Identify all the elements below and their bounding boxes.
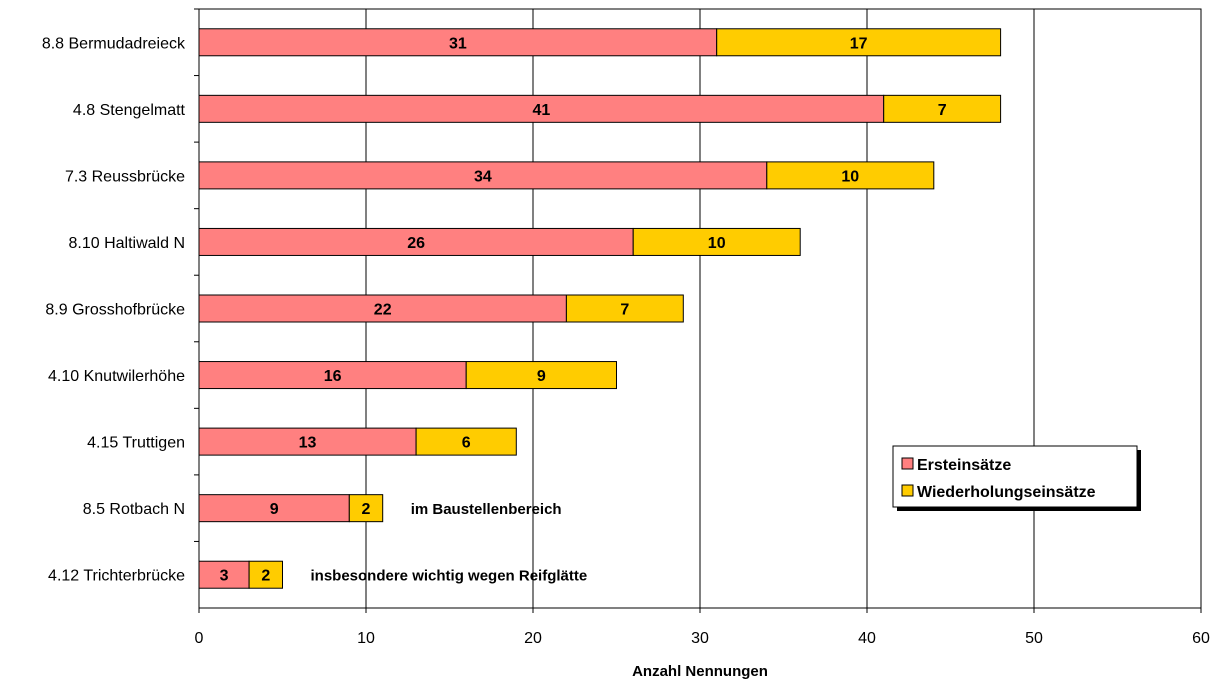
bar-segment — [198, 361, 467, 390]
bar-value-label: 34 — [474, 168, 492, 185]
bar-value-label: 2 — [362, 501, 371, 518]
category-label: 4.10 Knutwilerhöhe — [48, 368, 185, 385]
bar-segment — [883, 94, 1002, 123]
bar-value-label: 3 — [220, 568, 229, 585]
x-tick-label: 30 — [691, 630, 709, 647]
x-axis-title: Anzahl Nennungen — [632, 663, 768, 680]
bar-segment — [565, 294, 684, 323]
category-label: 4.15 Truttigen — [87, 435, 185, 452]
legend-swatch — [901, 457, 914, 470]
bar-value-label: 31 — [449, 35, 467, 52]
bar-segment — [198, 28, 718, 57]
bar-value-label: 6 — [462, 435, 471, 452]
bar-value-label: 26 — [407, 235, 425, 252]
bar-value-label: 7 — [620, 302, 629, 319]
legend-box — [892, 445, 1138, 508]
x-tick-label: 50 — [1025, 630, 1043, 647]
category-label: 8.5 Rotbach N — [83, 501, 185, 518]
bar-segment — [465, 361, 618, 390]
category-label: 8.8 Bermudadreieck — [42, 35, 186, 52]
bar-segment — [198, 227, 634, 256]
bar-segment — [198, 294, 567, 323]
category-label: 8.9 Grosshofbrücke — [45, 302, 185, 319]
bar-value-label: 7 — [938, 102, 947, 119]
bar-value-label: 9 — [537, 368, 546, 385]
category-label: 4.8 Stengelmatt — [73, 102, 186, 119]
bar-value-label: 2 — [261, 568, 270, 585]
annotation-text: im Baustellenbereich — [411, 501, 562, 518]
category-label: 4.12 Trichterbrücke — [48, 568, 185, 585]
bar-segment — [198, 94, 885, 123]
category-labels: 8.8 Bermudadreieck 4.8 Stengelmatt 7.3 Reu… — [42, 35, 186, 584]
legend-swatch — [901, 484, 914, 497]
annotations: im Baustellenbereich insbesondere wichtig… — [311, 501, 588, 585]
legend-label: Ersteinsätze — [917, 457, 1011, 474]
legend-label: Wiederholungseinsätze — [917, 484, 1096, 501]
bar-segment — [198, 494, 350, 523]
bar-segment — [198, 560, 250, 589]
x-tick-label: 10 — [357, 630, 375, 647]
bar-value-label: 22 — [374, 302, 392, 319]
x-tick-label: 20 — [524, 630, 542, 647]
bar-segment — [632, 227, 801, 256]
legend: Ersteinsätze Wiederholungseinsätze — [892, 445, 1141, 511]
bar-value-label: 10 — [708, 235, 726, 252]
bar-segment — [415, 427, 517, 456]
bar-value-label: 16 — [324, 368, 342, 385]
bar-segment — [716, 28, 1002, 57]
bar-segment — [198, 161, 768, 190]
bar-value-label: 10 — [841, 168, 859, 185]
category-label: 7.3 Reussbrücke — [65, 168, 185, 185]
bar-segment — [348, 494, 384, 523]
x-tick-label: 40 — [858, 630, 876, 647]
bar-value-label: 13 — [299, 435, 317, 452]
x-tick-label: 0 — [195, 630, 204, 647]
category-label: 8.10 Haltiwald N — [69, 235, 186, 252]
x-tick-label: 60 — [1192, 630, 1210, 647]
bar-value-label: 9 — [270, 501, 279, 518]
bar-value-label: 17 — [850, 35, 868, 52]
annotation-text: insbesondere wichtig wegen Reifglätte — [311, 568, 588, 585]
bars: 31 17 41 7 34 10 26 10 22 7 16 9 13 6 9 2 3 2 — [198, 28, 1002, 589]
bar-segment — [248, 560, 284, 589]
bar-segment — [766, 161, 935, 190]
bar-segment — [198, 427, 417, 456]
x-tick-labels: 0 10 20 30 40 50 60 — [195, 630, 1210, 647]
bar-value-label: 41 — [532, 102, 550, 119]
